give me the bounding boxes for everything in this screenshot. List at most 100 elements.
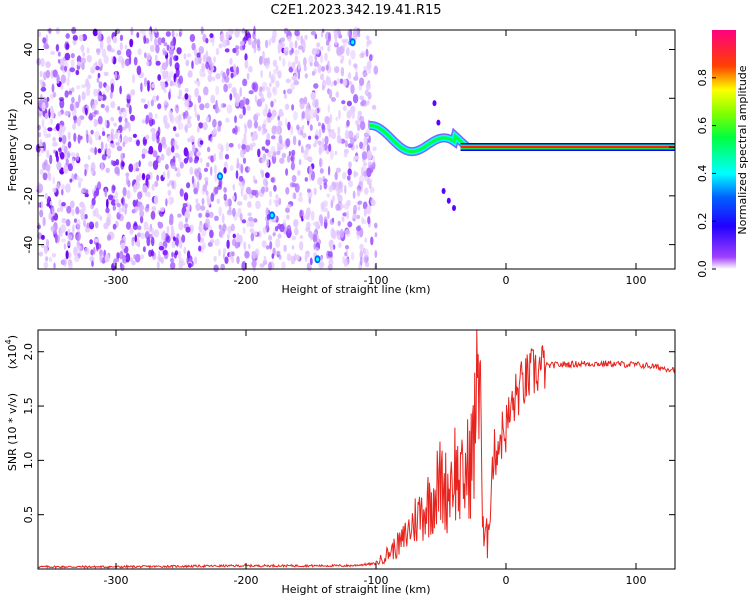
- noise-speck: [133, 254, 136, 260]
- noise-speck: [308, 135, 312, 140]
- noise-speck: [245, 144, 250, 153]
- spectrum-plot-frame: [37, 29, 676, 270]
- noise-speck: [140, 98, 146, 103]
- colorbar-tick-label: 0.8: [696, 69, 709, 87]
- noise-speck: [175, 172, 181, 177]
- noise-speck: [283, 89, 286, 95]
- noise-speck: [254, 94, 258, 103]
- noise-speck: [157, 37, 162, 46]
- noise-speck: [75, 206, 80, 215]
- noise-speck: [177, 213, 182, 218]
- noise-speck: [189, 166, 194, 175]
- noise-speck: [213, 153, 217, 162]
- noise-speck: [71, 87, 75, 93]
- noise-speck: [220, 103, 223, 109]
- noise-speck: [249, 228, 255, 233]
- noise-speck: [98, 58, 102, 68]
- noise-speck: [364, 237, 367, 243]
- colorbar-label: Normalized spectral amplitude: [736, 65, 749, 234]
- noise-speck: [243, 193, 248, 201]
- noise-speck: [242, 157, 247, 164]
- noise-speck: [242, 78, 248, 87]
- noise-speck: [235, 45, 240, 50]
- noise-speck: [354, 119, 360, 126]
- noise-speck: [152, 150, 158, 158]
- noise-speck: [197, 95, 202, 104]
- noise-speck: [170, 261, 176, 270]
- noise-speck: [268, 198, 272, 207]
- noise-speck: [331, 129, 335, 134]
- noise-speck: [175, 55, 179, 61]
- noise-speck: [69, 200, 75, 209]
- noise-speck: [157, 222, 164, 229]
- noise-speck: [41, 118, 45, 128]
- noise-speck: [310, 91, 316, 101]
- noise-speck: [158, 250, 161, 261]
- noise-speck: [119, 42, 123, 51]
- noise-speck: [250, 232, 255, 242]
- noise-speck: [210, 155, 215, 163]
- noise-speck: [337, 181, 344, 191]
- noise-speck: [71, 208, 75, 216]
- spectrum-x-tick-label: -300: [104, 274, 129, 287]
- noise-speck: [148, 249, 152, 257]
- noise-speck: [51, 216, 55, 223]
- noise-speck: [319, 184, 322, 191]
- noise-speck: [107, 135, 112, 143]
- noise-speck: [65, 33, 70, 39]
- noise-speck: [160, 153, 165, 161]
- noise-speck: [59, 152, 65, 160]
- noise-speck: [41, 102, 46, 112]
- noise-speck: [120, 160, 125, 170]
- noise-speck: [353, 76, 359, 81]
- noise-speck: [92, 209, 97, 217]
- noise-speck: [311, 70, 316, 76]
- noise-speck: [73, 102, 77, 112]
- noise-speck: [174, 167, 178, 172]
- noise-speck: [149, 44, 155, 53]
- noise-speck: [89, 112, 93, 121]
- noise-speck: [287, 35, 292, 42]
- noise-speck: [171, 251, 174, 258]
- noise-speck: [305, 211, 311, 219]
- noise-speck: [40, 146, 44, 154]
- noise-speck: [353, 155, 360, 160]
- noise-speck: [341, 100, 346, 105]
- noise-speck: [285, 187, 290, 195]
- noise-speck: [183, 53, 187, 60]
- noise-speck: [87, 155, 91, 160]
- noise-speck: [162, 249, 168, 256]
- noise-speck: [199, 140, 204, 145]
- noise-speck: [321, 124, 326, 134]
- noise-speck: [363, 161, 367, 167]
- noise-speck: [367, 216, 371, 225]
- noise-speck: [256, 38, 261, 48]
- noise-speck: [106, 35, 112, 45]
- noise-speck: [319, 143, 325, 153]
- noise-speck: [353, 204, 358, 213]
- noise-speck: [133, 221, 138, 227]
- noise-speck: [297, 169, 301, 176]
- noise-speck: [351, 111, 356, 120]
- noise-speck: [63, 165, 69, 174]
- noise-speck: [146, 80, 150, 86]
- noise-speck: [265, 86, 271, 92]
- noise-speck: [309, 108, 315, 119]
- noise-speck: [114, 131, 119, 140]
- noise-speck: [356, 214, 361, 220]
- noise-speck: [359, 77, 365, 86]
- noise-speck: [50, 51, 56, 55]
- noise-speck: [222, 224, 227, 232]
- noise-speck: [333, 80, 338, 86]
- noise-speck: [260, 69, 263, 79]
- noise-speck: [91, 197, 96, 206]
- snr-y-tick-label: 1.5: [22, 397, 35, 415]
- snr-x-tick-label: 0: [503, 574, 510, 587]
- noise-speck: [46, 133, 51, 138]
- noise-speck: [186, 53, 192, 58]
- noise-speck: [354, 135, 360, 140]
- spectrum-y-label: Frequency (Hz): [6, 109, 19, 192]
- noise-speck: [64, 90, 69, 98]
- noise-speck: [303, 96, 308, 105]
- noise-speck: [155, 44, 160, 54]
